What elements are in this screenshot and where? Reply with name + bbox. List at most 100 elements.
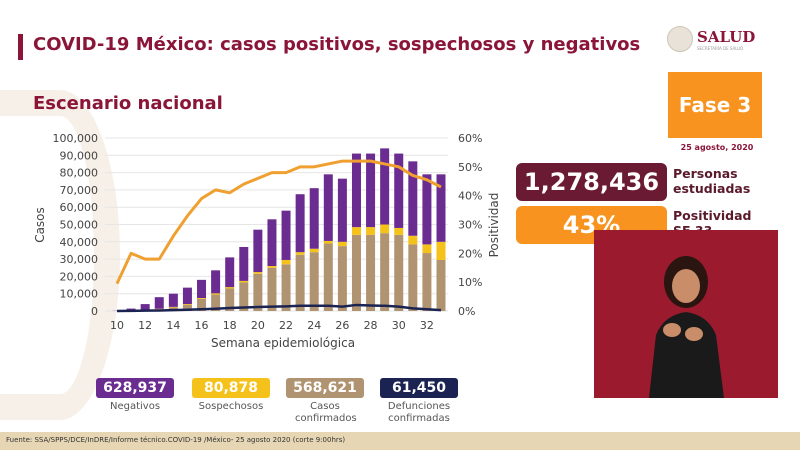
bar-sospechosos: [309, 248, 319, 253]
bar-negativos: [168, 293, 178, 307]
y-tick-label: 100,000: [53, 132, 99, 145]
bar-confirmados: [211, 294, 221, 311]
x-tick-label: 28: [364, 319, 378, 332]
bar-sospechosos: [239, 280, 249, 283]
y-axis-label: Casos: [33, 207, 47, 243]
bar-negativos: [295, 194, 305, 253]
y2-tick-label: 50%: [458, 161, 482, 174]
bar-negativos: [422, 174, 432, 245]
bar-negativos: [380, 148, 390, 225]
x-tick-label: 12: [138, 319, 152, 332]
bar-sospechosos: [225, 287, 235, 289]
legend-negativos-label: Negativos: [109, 401, 161, 412]
bar-sospechosos: [351, 227, 361, 235]
bar-negativos: [394, 153, 404, 228]
bar-confirmados: [281, 264, 291, 311]
bar-confirmados: [394, 234, 404, 311]
x-tick-label: 30: [392, 319, 406, 332]
y-tick-label: 70,000: [60, 184, 99, 197]
x-tick-label: 26: [335, 319, 349, 332]
bar-confirmados: [366, 234, 376, 311]
cases-chart: 0 10,000 20,000 30,000 40,000 50,000 60,000 70,…: [33, 132, 501, 350]
legend-confirmados-value: 568,621: [286, 378, 364, 398]
bar-sospechosos: [154, 308, 164, 310]
bar-negativos: [154, 297, 164, 309]
bar-negativos: [408, 161, 418, 236]
bar-sospechosos: [197, 298, 207, 299]
line-positividad: [115, 159, 442, 285]
bar-negativos: [239, 246, 249, 281]
bar-sospechosos: [380, 224, 390, 234]
y2-tick-label: 30%: [458, 219, 482, 232]
salud-logo: SALUD SECRETARÍA DE SALUD: [667, 26, 777, 52]
bar-negativos: [225, 257, 235, 288]
report-date: 25 agosto, 2020: [680, 143, 754, 152]
legend-negativos: 628,937 Negativos: [96, 378, 174, 413]
bar-sospechosos: [436, 241, 446, 260]
logo-subtext: SECRETARÍA DE SALUD: [697, 45, 744, 51]
y2-tick-label: 10%: [458, 276, 482, 289]
source-footer: Fuente: SSA/SPPS/DCE/InDRE/Informe técni…: [0, 432, 800, 450]
bar-negativos: [126, 308, 136, 311]
bar-negativos: [366, 153, 376, 228]
bar-sospechosos: [394, 227, 404, 235]
y-tick-label: 50,000: [60, 219, 99, 232]
legend-confirmados: 568,621 Casos confirmados: [286, 378, 364, 425]
page-subtitle: Escenario nacional: [33, 93, 223, 114]
x-axis-label: Semana epidemiológica: [211, 336, 355, 350]
legend-sospechosos: 80,878 Sospechosos: [192, 378, 270, 413]
bar-sospechosos: [182, 304, 192, 305]
logo-text: SALUD: [697, 27, 756, 46]
title-accent-bar: [18, 34, 23, 60]
bar-negativos: [211, 270, 221, 294]
bar-confirmados: [309, 252, 319, 311]
bar-confirmados: [295, 254, 305, 311]
x-tick-label: 32: [420, 319, 434, 332]
bar-sospechosos: [295, 252, 305, 255]
x-tick-label: 10: [110, 319, 124, 332]
bar-confirmados: [323, 243, 333, 311]
y2-axis-label: Positividad: [487, 193, 501, 258]
interpreter-figure: [649, 256, 724, 398]
kpi-personas-label: Personas estudiadas: [673, 166, 751, 196]
bar-sospechosos: [267, 266, 277, 268]
bar-confirmados: [253, 273, 263, 311]
y-tick-label: 30,000: [60, 253, 99, 266]
bar-sospechosos: [422, 244, 432, 254]
bar-sospechosos: [366, 227, 376, 235]
y2-tick-label: 40%: [458, 190, 482, 203]
bar-negativos: [140, 304, 150, 310]
legend-confirmados-label: Casos confirmados: [295, 401, 357, 424]
y-tick-label: 60,000: [60, 201, 99, 214]
line-defunciones: [116, 303, 442, 313]
bar-confirmados: [408, 244, 418, 311]
sign-language-interpreter-video: [594, 230, 778, 398]
bar-negativos: [337, 178, 347, 242]
y-tick-label: 40,000: [60, 236, 99, 249]
bar-confirmados: [239, 282, 249, 311]
bar-negativos: [309, 188, 319, 249]
x-tick-label: 22: [279, 319, 293, 332]
bar-sospechosos: [253, 272, 263, 274]
x-tick-label: 24: [307, 319, 321, 332]
bar-confirmados: [436, 259, 446, 311]
bar-sospechosos: [323, 240, 333, 244]
y-tick-label: 20,000: [60, 270, 99, 283]
y-tick-label: 0: [91, 305, 98, 318]
bar-sospechosos: [281, 259, 291, 265]
bar-negativos: [182, 287, 192, 305]
x-tick-label: 18: [223, 319, 237, 332]
bar-negativos: [323, 174, 333, 241]
legend-defunciones-value: 61,450: [380, 378, 458, 398]
legend-defunciones: 61,450 Defunciones confirmadas: [380, 378, 458, 425]
bar-negativos: [281, 210, 291, 260]
bar-confirmados: [225, 288, 235, 311]
mexico-seal-icon: [667, 26, 693, 52]
x-tick-label: 14: [166, 319, 180, 332]
bar-confirmados: [337, 246, 347, 311]
y2-tick-label: 60%: [458, 132, 482, 145]
phase-badge: Fase 3: [668, 72, 762, 138]
kpi-personas-value: 1,278,436: [516, 163, 667, 201]
bar-negativos: [267, 219, 277, 267]
y2-tick-label: 0%: [458, 305, 475, 318]
